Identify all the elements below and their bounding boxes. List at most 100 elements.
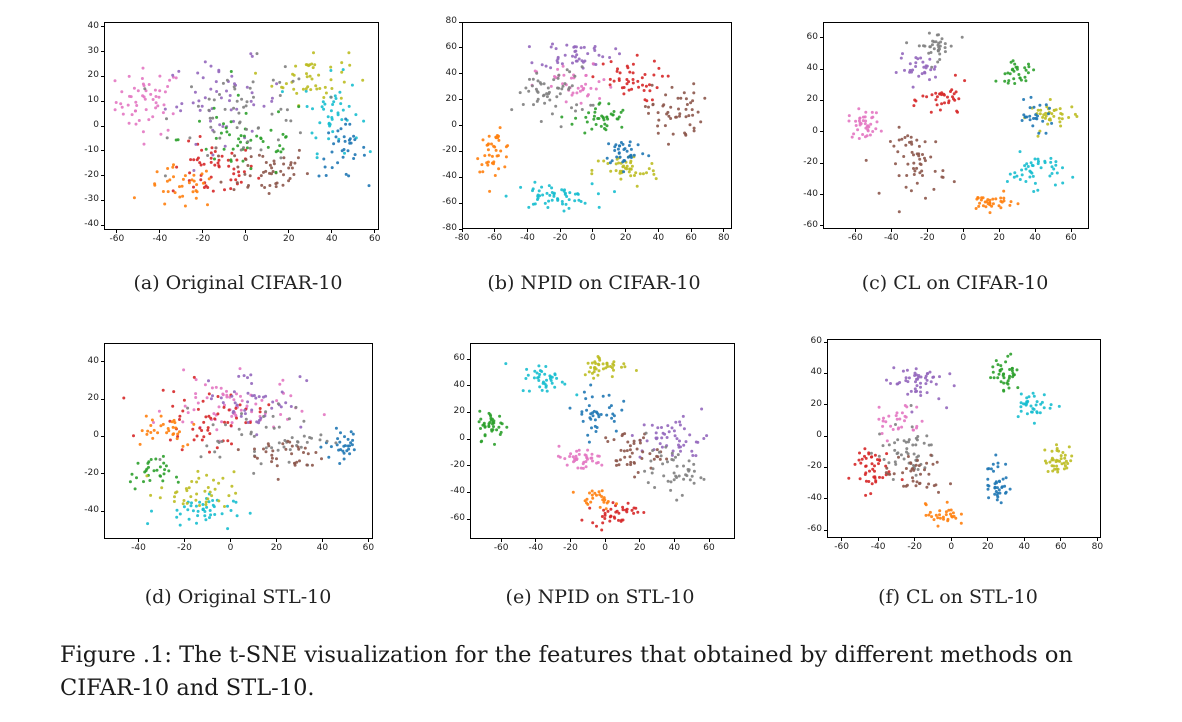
data-point — [589, 103, 593, 107]
data-point — [560, 115, 564, 119]
data-point — [991, 197, 995, 201]
data-point — [880, 432, 884, 435]
data-point — [634, 506, 638, 510]
data-point — [271, 449, 275, 453]
cluster-3 — [580, 501, 646, 532]
data-point — [919, 472, 922, 476]
data-point — [138, 442, 142, 446]
data-point — [230, 74, 234, 78]
data-point — [548, 193, 552, 197]
data-point — [1002, 199, 1006, 203]
data-point — [255, 433, 259, 437]
data-point — [629, 463, 633, 467]
cluster-1 — [476, 126, 510, 193]
data-point — [894, 423, 897, 426]
data-point — [305, 105, 309, 108]
data-point — [942, 517, 945, 521]
y-tick-mark — [459, 150, 462, 152]
data-point — [277, 441, 281, 445]
data-point — [588, 416, 592, 420]
data-point — [1050, 165, 1054, 169]
data-point — [270, 460, 274, 464]
subfigure-caption: (c) CL on CIFAR-10 — [861, 272, 1049, 294]
data-point — [938, 58, 942, 61]
data-point — [894, 162, 897, 166]
data-point — [591, 103, 595, 107]
data-point — [850, 135, 854, 139]
data-point — [928, 510, 932, 514]
data-point — [885, 452, 889, 456]
data-point — [315, 87, 319, 91]
data-point — [647, 111, 650, 115]
data-point — [289, 163, 293, 167]
data-point — [190, 480, 194, 483]
data-point — [281, 378, 285, 382]
x-tick-label: -40 — [528, 543, 544, 553]
data-point — [894, 414, 898, 418]
data-point — [909, 469, 913, 473]
data-point — [217, 405, 221, 409]
data-point — [1007, 79, 1011, 83]
data-point — [276, 477, 280, 481]
data-point — [341, 68, 345, 72]
cluster-4 — [885, 366, 956, 414]
data-point — [207, 392, 211, 396]
data-point — [339, 448, 343, 452]
data-point — [601, 367, 605, 371]
data-point — [249, 164, 253, 168]
data-point — [538, 385, 542, 389]
data-point — [342, 457, 346, 461]
data-point — [121, 112, 125, 116]
data-point — [660, 436, 664, 440]
cluster-8 — [145, 469, 238, 508]
x-tick-label: 40 — [1029, 233, 1041, 243]
data-point — [217, 481, 221, 485]
x-tick-mark — [998, 229, 1000, 232]
data-point — [567, 206, 571, 210]
data-point — [938, 52, 942, 56]
data-point — [204, 169, 208, 173]
data-point — [895, 382, 899, 386]
data-point — [991, 202, 995, 206]
data-point — [182, 398, 186, 402]
data-point — [847, 119, 851, 123]
data-point — [268, 163, 272, 167]
data-point — [988, 201, 992, 204]
data-point — [304, 63, 308, 67]
data-point — [250, 408, 254, 412]
data-point — [923, 140, 927, 144]
data-point — [527, 205, 531, 209]
data-point — [204, 503, 208, 507]
data-point — [1020, 119, 1024, 122]
y-tick-label: 10 — [87, 95, 99, 106]
data-point — [234, 491, 238, 495]
data-point — [999, 206, 1003, 210]
data-point — [490, 428, 494, 432]
data-point — [136, 89, 140, 93]
data-point — [172, 500, 176, 503]
data-point — [201, 181, 205, 185]
data-point — [1028, 169, 1032, 173]
data-point — [206, 486, 210, 489]
data-point — [560, 188, 564, 192]
data-point — [917, 464, 921, 468]
data-point — [911, 68, 915, 72]
data-point — [213, 513, 217, 516]
data-point — [232, 85, 236, 89]
data-point — [641, 152, 645, 156]
x-tick-label: -60 — [109, 234, 125, 244]
data-point — [234, 178, 238, 182]
data-point — [924, 513, 928, 517]
x-tick-mark — [569, 539, 571, 542]
data-point — [310, 463, 314, 467]
data-point — [612, 438, 616, 442]
tsne-plot-npid-stl10: -60 -40 -20 0 20 40 60 -60 -40 -20 0 20 40 60 — [450, 343, 735, 553]
data-point — [940, 91, 944, 95]
data-point — [554, 104, 558, 108]
data-point — [925, 485, 929, 489]
data-point — [921, 60, 925, 64]
data-point — [242, 146, 245, 150]
data-point — [617, 115, 621, 119]
data-point — [584, 82, 588, 86]
data-point — [912, 104, 916, 108]
